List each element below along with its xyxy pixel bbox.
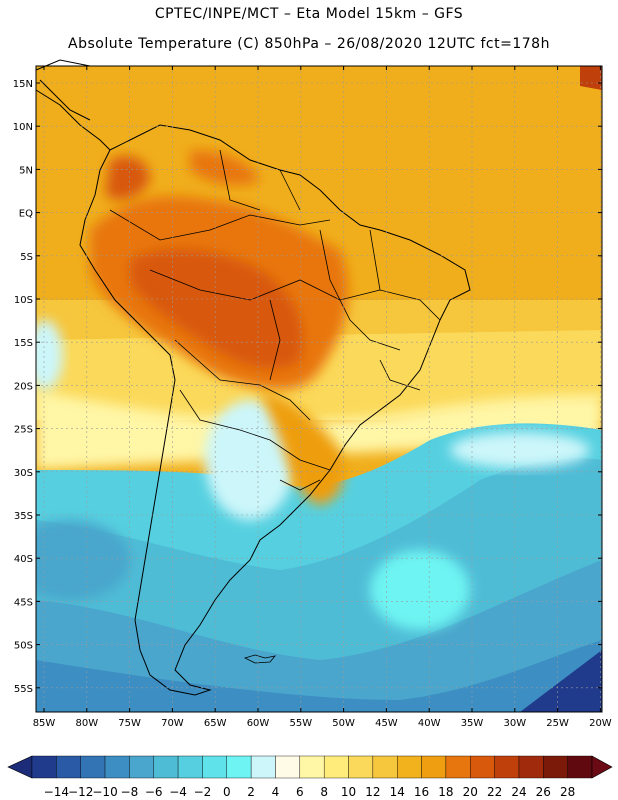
colorbar-swatch	[275, 755, 301, 779]
lat-label: 30S	[14, 468, 33, 479]
colorbar-label: 26	[536, 785, 551, 799]
colorbar	[7, 755, 613, 779]
lon-label: 65W	[204, 718, 227, 729]
lat-label: EQ	[19, 209, 33, 220]
colorbar-label: −10	[92, 785, 117, 799]
colorbar-label: 8	[320, 785, 328, 799]
colorbar-label: −12	[68, 785, 93, 799]
colorbar-swatch	[31, 755, 57, 779]
lon-label: 35W	[461, 718, 484, 729]
lon-label: 45W	[375, 718, 398, 729]
lat-label: 50S	[14, 641, 33, 652]
colorbar-label: −6	[145, 785, 163, 799]
colorbar-swatch	[494, 755, 520, 779]
colorbar-swatch	[323, 755, 349, 779]
lat-label: 45S	[14, 597, 33, 608]
latitude-labels: 15N 10N 5N EQ 5S 10S 15S 20S 25S 30S 35S 40S 45S 50S 5…	[13, 79, 33, 695]
colorbar-label: −4	[169, 785, 187, 799]
colorbar-label: 28	[560, 785, 575, 799]
colorbar-labels: −14 −12 −10 −8 −6 −4 −2 0 2 4 6 8 10 12 14 16 18 20 22 24 26…	[44, 785, 576, 799]
lat-label: 10N	[13, 122, 33, 133]
colorbar-swatch	[567, 755, 593, 779]
title-line-2: Absolute Temperature (C) 850hPa – 26/08/…	[68, 36, 550, 52]
colorbar-label: −8	[121, 785, 139, 799]
colorbar-arrow-right	[591, 755, 613, 779]
lon-label: 50W	[332, 718, 355, 729]
colorbar-swatch	[348, 755, 374, 779]
title-line-1: CPTEC/INPE/MCT – Eta Model 15km – GFS	[154, 6, 464, 22]
colorbar-label: 24	[511, 785, 526, 799]
lon-label: 70W	[161, 718, 184, 729]
axis-ticks	[36, 66, 602, 712]
colorbar-arrow-left	[7, 755, 33, 779]
longitude-labels: 85W 80W 75W 70W 65W 60W 55W 50W 45W 40W 35W 30W 25W 2…	[33, 718, 612, 729]
colorbar-label: 12	[365, 785, 380, 799]
lon-label: 20W	[589, 718, 612, 729]
colorbar-label: −14	[44, 785, 69, 799]
colorbar-swatch	[470, 755, 495, 779]
colorbar-label: 18	[438, 785, 453, 799]
lon-label: 55W	[289, 718, 312, 729]
lon-label: 75W	[118, 718, 141, 729]
colorbar-swatch	[397, 755, 422, 779]
lat-label: 20S	[14, 381, 33, 392]
colorbar-label: 16	[414, 785, 429, 799]
lat-label: 40S	[14, 554, 33, 565]
colorbar-label: 20	[463, 785, 478, 799]
colorbar-label: 6	[296, 785, 304, 799]
colorbar-label: 10	[341, 785, 356, 799]
colorbar-label: 14	[390, 785, 405, 799]
country-borders	[109, 149, 441, 491]
colorbar-swatch	[421, 755, 447, 779]
lat-label: 5S	[20, 252, 33, 263]
lat-label: 10S	[14, 295, 33, 306]
colorbar-label: 2	[247, 785, 255, 799]
lat-label: 5N	[19, 165, 33, 176]
colorbar-swatch	[104, 755, 130, 779]
lat-label: 25S	[14, 425, 33, 436]
colorbar-label: 4	[272, 785, 280, 799]
colorbar-swatch	[177, 755, 203, 779]
temperature-field	[36, 66, 602, 712]
lat-label: 15S	[14, 338, 33, 349]
colorbar-swatch	[299, 755, 325, 779]
falkland-islands	[243, 654, 277, 664]
lat-label: 15N	[13, 79, 33, 90]
colorbar-swatch	[56, 755, 81, 779]
plot-frame	[35, 65, 603, 713]
colorbar-swatch	[250, 755, 276, 779]
lon-label: 80W	[75, 718, 98, 729]
colorbar-label: −2	[194, 785, 212, 799]
colorbar-label: 22	[487, 785, 502, 799]
colorbar-swatch	[202, 755, 227, 779]
colorbar-swatch	[518, 755, 544, 779]
colorbar-swatch	[129, 755, 154, 779]
colorbar-swatch	[226, 755, 252, 779]
coordinate-grid	[36, 66, 602, 712]
colorbar-swatch	[80, 755, 106, 779]
lon-label: 25W	[546, 718, 569, 729]
lat-label: 55S	[14, 684, 33, 695]
colorbar-swatch	[153, 755, 179, 779]
colorbar-swatch	[372, 755, 398, 779]
lon-label: 40W	[418, 718, 441, 729]
lon-label: 85W	[33, 718, 56, 729]
lon-label: 30W	[503, 718, 526, 729]
lon-label: 60W	[247, 718, 270, 729]
colorbar-swatch	[543, 755, 568, 779]
colorbar-label: 0	[223, 785, 231, 799]
lat-label: 35S	[14, 511, 33, 522]
colorbar-swatch	[445, 755, 471, 779]
